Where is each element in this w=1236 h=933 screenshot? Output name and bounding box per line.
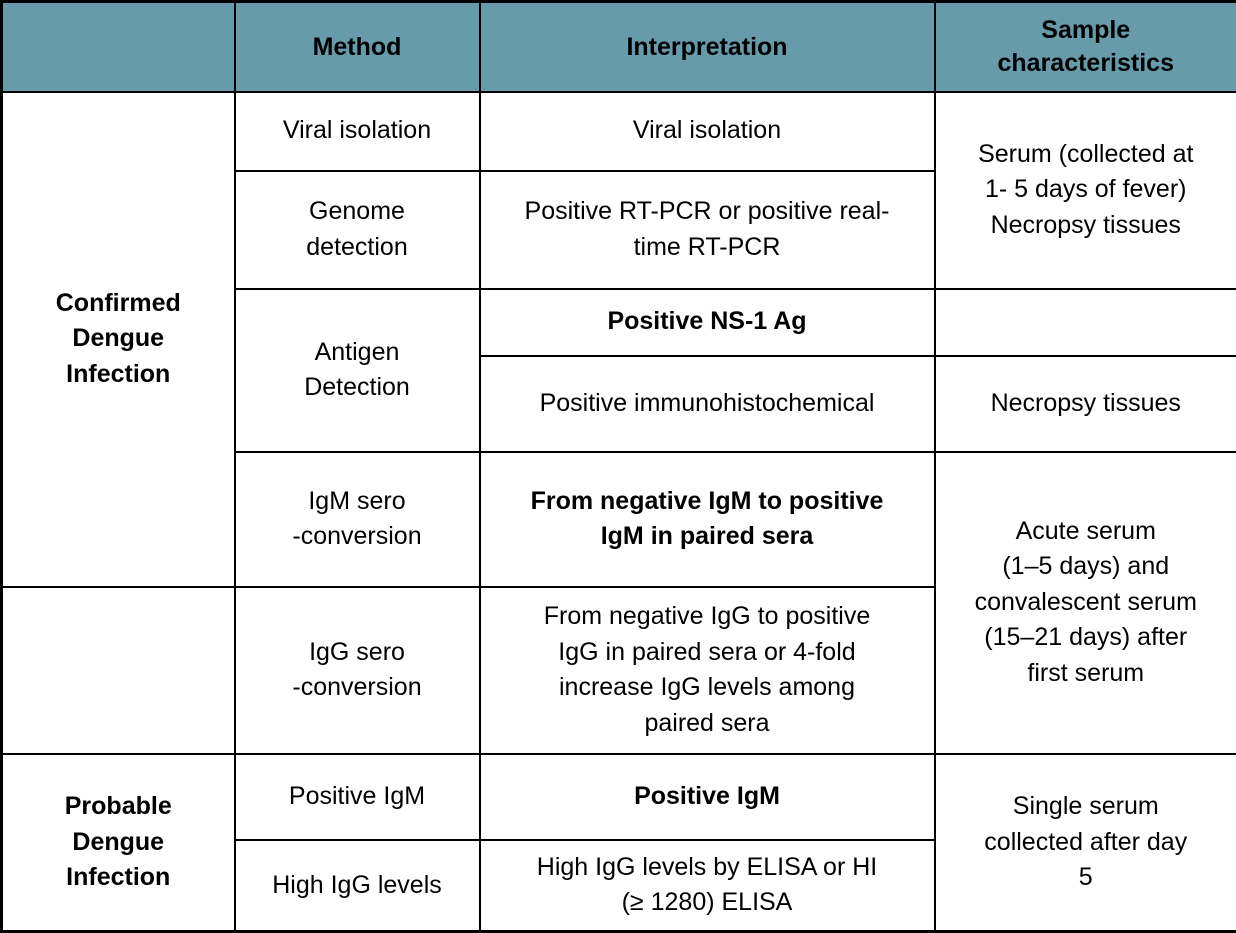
interpretation-immunohistochemical: Positive immunohistochemical	[480, 356, 935, 452]
header-empty-cell	[2, 2, 235, 92]
method-genome-detection: Genome detection	[235, 171, 480, 289]
sample-necropsy-tissues: Necropsy tissues	[935, 356, 1236, 452]
group-probable-dengue-infection: Probable Dengue Infection	[2, 754, 235, 932]
interpretation-high-igg-elisa: High IgG levels by ELISA or HI (≥ 1280) …	[480, 840, 935, 932]
interpretation-ns1-ag: Positive NS-1 Ag	[480, 289, 935, 356]
header-row: Method Interpretation Sample characteris…	[2, 2, 1236, 92]
method-igm-seroconversion: IgM sero -conversion	[235, 452, 480, 587]
header-method: Method	[235, 2, 480, 92]
group-confirmed-dengue-infection: Confirmed Dengue Infection	[2, 92, 235, 587]
row-viral-isolation: Confirmed Dengue Infection Viral isolati…	[2, 92, 1236, 171]
method-viral-isolation: Viral isolation	[235, 92, 480, 171]
interpretation-igg-paired-sera: From negative IgG to positive IgG in pai…	[480, 587, 935, 754]
method-high-igg-levels: High IgG levels	[235, 840, 480, 932]
header-sample-characteristics: Sample characteristics	[935, 2, 1236, 92]
sample-acute-convalescent-serum: Acute serum (1–5 days) and convalescent …	[935, 452, 1236, 754]
method-igg-seroconversion: IgG sero -conversion	[235, 587, 480, 754]
group-empty-cell	[2, 587, 235, 754]
method-positive-igm: Positive IgM	[235, 754, 480, 840]
sample-single-serum: Single serum collected after day 5	[935, 754, 1236, 932]
interpretation-rt-pcr: Positive RT-PCR or positive real- time R…	[480, 171, 935, 289]
row-positive-igm: Probable Dengue Infection Positive IgM P…	[2, 754, 1236, 840]
method-antigen-detection: Antigen Detection	[235, 289, 480, 452]
interpretation-viral-isolation: Viral isolation	[480, 92, 935, 171]
sample-empty-cell	[935, 289, 1236, 356]
sample-serum-1-5-days: Serum (collected at 1- 5 days of fever) …	[935, 92, 1236, 289]
interpretation-igm-paired-sera: From negative IgM to positive IgM in pai…	[480, 452, 935, 587]
interpretation-positive-igm: Positive IgM	[480, 754, 935, 840]
header-interpretation: Interpretation	[480, 2, 935, 92]
